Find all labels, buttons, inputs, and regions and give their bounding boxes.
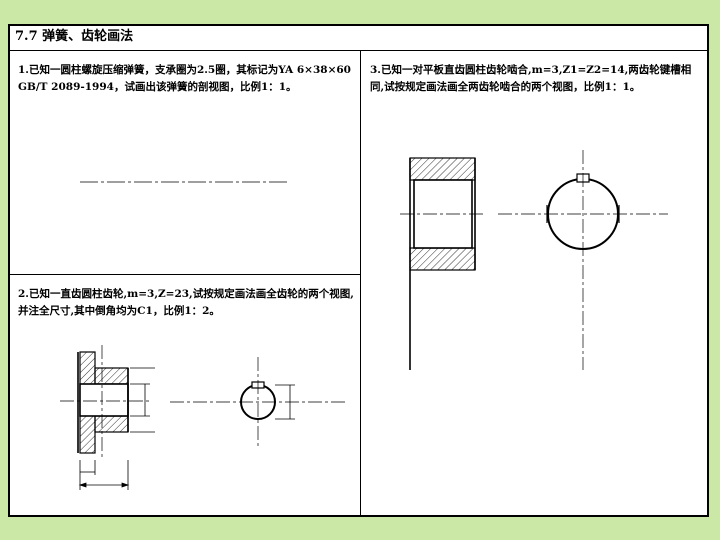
gear-end-view (170, 357, 345, 447)
meshing-gears-section-view (400, 157, 485, 370)
gear-section-view (60, 345, 150, 460)
problem-3-text: 3.已知一对平板直齿圆柱齿轮啮合,m=3,Z1=Z2=14,两齿轮键槽相同,试按… (370, 64, 692, 93)
column-divider (360, 50, 361, 515)
problem-2-text: 2.已知一直齿圆柱齿轮,m=3,Z=23,试按规定画法画全齿轮的两个视图,并注全… (18, 288, 354, 317)
problem-1-text: 1.已知一圆柱螺旋压缩弹簧，支承圈为2.5圈，其标记为YA 6×38×60 GB… (18, 64, 355, 93)
meshing-gears-end-view (498, 150, 668, 370)
worksheet: 7.7 弹簧、齿轮画法 1.已知一圆柱螺旋压缩弹簧，支承圈为2.5圈，其标记为Y… (8, 24, 709, 517)
section-title: 7.7 弹簧、齿轮画法 (15, 29, 134, 44)
title-divider (10, 50, 707, 51)
row-divider (10, 274, 360, 275)
gear-dimension-lines (78, 367, 155, 490)
